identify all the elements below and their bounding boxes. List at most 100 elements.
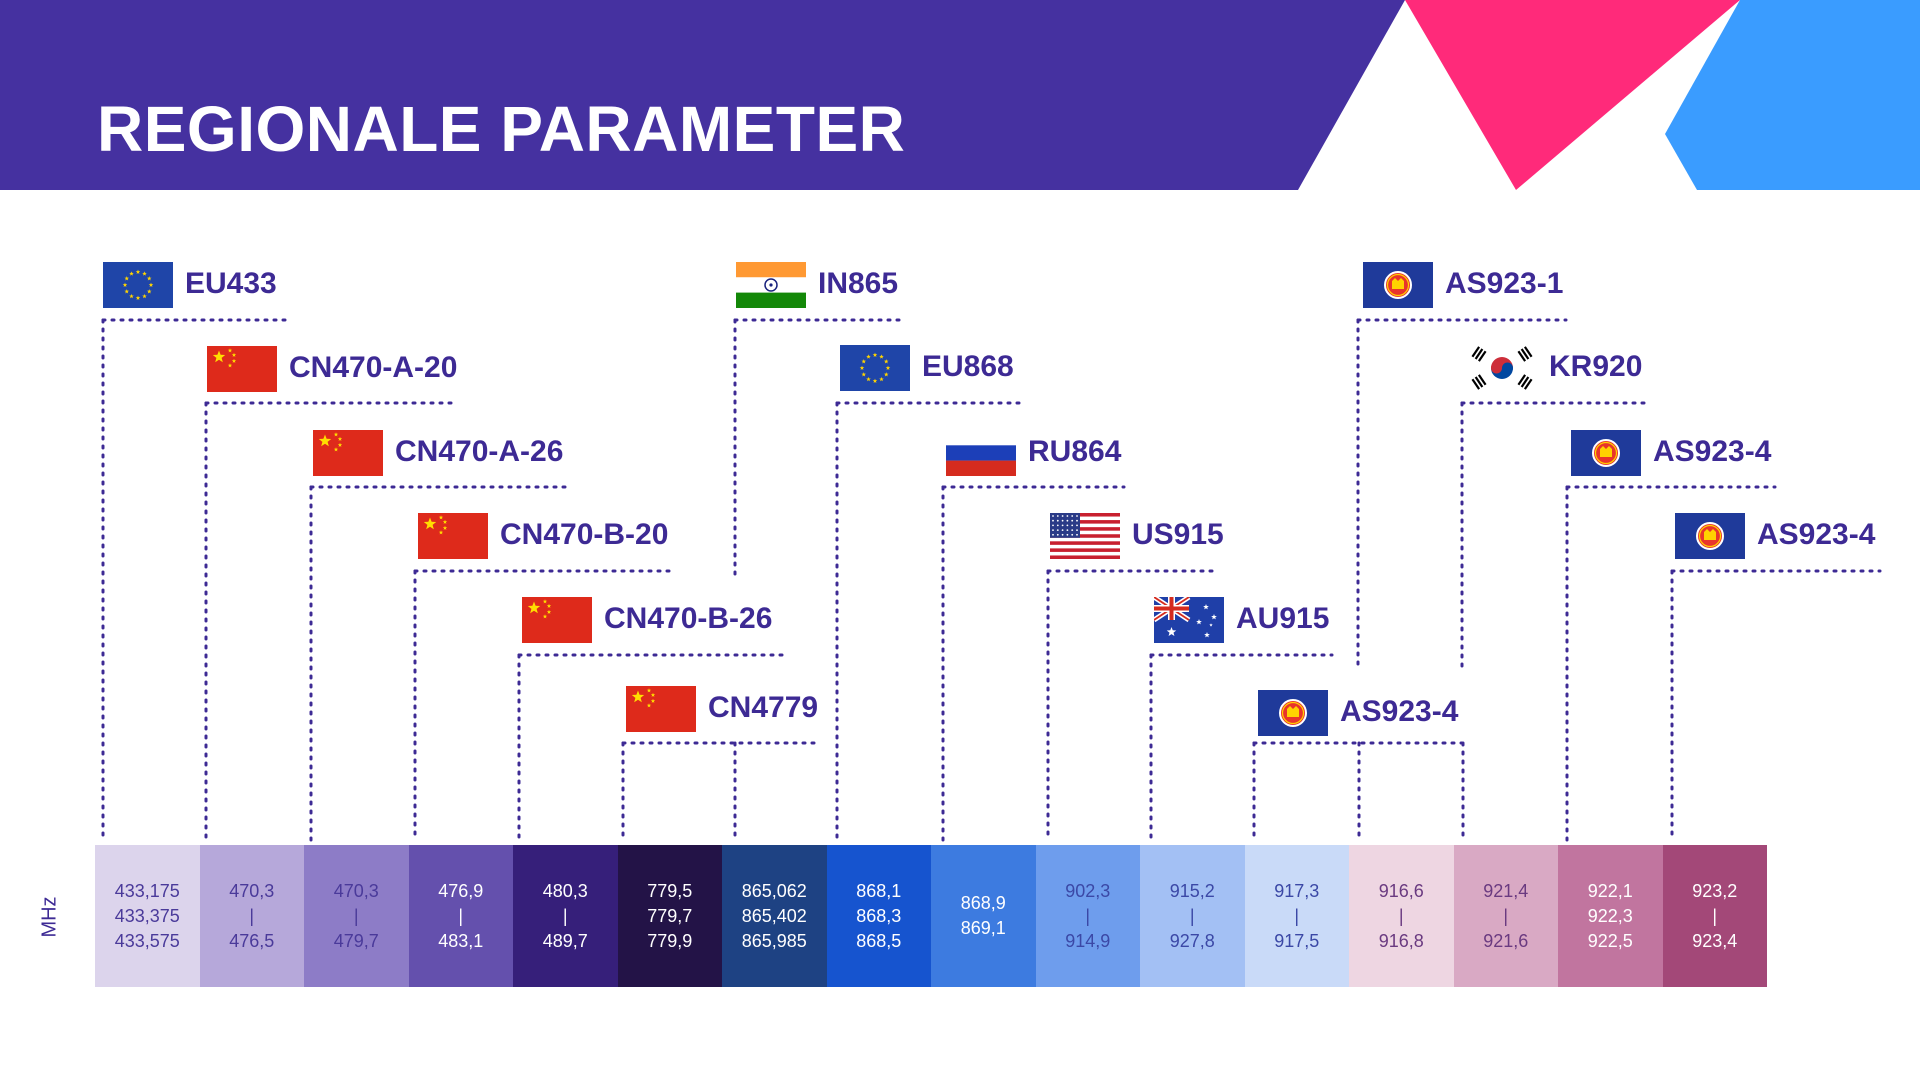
frequency-value: 916,8	[1378, 930, 1424, 951]
frequency-value: 923,2	[1692, 880, 1738, 901]
frequency-value: 914,9	[1065, 930, 1111, 951]
region-label: AU915	[1236, 602, 1330, 635]
range-separator: |	[1189, 905, 1195, 926]
frequency-cell: 915,2 | 927,8	[1140, 845, 1245, 987]
frequency-value: 479,7	[333, 930, 379, 951]
frequency-value: 470,3	[229, 880, 275, 901]
frequency-cell: 923,2 | 923,4	[1662, 845, 1767, 987]
eu-flag-icon	[840, 345, 910, 391]
range-separator: |	[249, 905, 255, 926]
frequency-value: 921,6	[1483, 930, 1529, 951]
china-flag-icon	[418, 513, 488, 559]
usa-flag-icon	[1050, 513, 1120, 559]
china-flag-icon	[522, 597, 592, 643]
asean-flag-icon	[1675, 513, 1745, 559]
frequency-value: 915,2	[1169, 880, 1215, 901]
region-label: US915	[1132, 518, 1224, 551]
eu-flag-icon	[103, 262, 173, 308]
frequency-cell: 902,3 | 914,9	[1035, 845, 1140, 987]
frequency-value: 489,7	[542, 930, 588, 951]
frequency-value: 922,5	[1587, 930, 1633, 951]
range-separator: |	[1503, 905, 1509, 926]
region-label: CN470-A-26	[395, 435, 564, 468]
frequency-cell: 865,062 865,402 865,985	[722, 845, 827, 987]
page-title: REGIONALE PARAMETER	[97, 93, 906, 165]
frequency-cell: 476,9 | 483,1	[408, 845, 513, 987]
frequency-cell: 917,3 | 917,5	[1244, 845, 1349, 987]
frequency-value: 470,3	[333, 880, 379, 901]
range-separator: |	[1294, 905, 1300, 926]
frequency-value: 868,1	[856, 880, 902, 901]
region-label: IN865	[818, 267, 899, 300]
frequency-cell: 470,3 | 479,7	[304, 845, 409, 987]
frequency-value: 917,3	[1274, 880, 1320, 901]
region-label: CN470-B-26	[604, 602, 773, 635]
frequency-value: 865,985	[741, 930, 807, 951]
range-separator: |	[1398, 905, 1404, 926]
frequency-cell: 779,5 779,7 779,9	[617, 845, 722, 987]
frequency-cell: 433,175 433,375 433,575	[95, 845, 200, 987]
south-korea-flag-icon	[1467, 345, 1537, 391]
banner-purple-band	[0, 0, 1405, 190]
frequency-value: 865,062	[741, 880, 807, 901]
frequency-value: 476,5	[229, 930, 275, 951]
frequency-cell: 921,4 | 921,6	[1453, 845, 1558, 987]
region-label: AS923-1	[1445, 267, 1564, 300]
range-separator: |	[458, 905, 464, 926]
frequency-value: 922,1	[1587, 880, 1633, 901]
frequency-value: 779,5	[647, 880, 693, 901]
frequency-cell: 868,1 868,3 868,5	[826, 845, 931, 987]
unit-label: MHz	[38, 896, 61, 938]
frequency-value: 922,3	[1587, 905, 1633, 926]
india-flag-icon	[736, 262, 806, 308]
frequency-cell: 922,1 922,3 922,5	[1558, 845, 1663, 987]
header-banner	[0, 0, 1920, 190]
frequency-cell: 470,3 | 476,5	[199, 845, 304, 987]
region-label: CN470-A-20	[289, 351, 458, 384]
china-flag-icon	[207, 346, 277, 392]
frequency-value: 921,4	[1483, 880, 1529, 901]
frequency-value: 779,9	[647, 930, 693, 951]
china-flag-icon	[626, 686, 696, 732]
range-separator: |	[1712, 905, 1718, 926]
frequency-value: 476,9	[438, 880, 484, 901]
frequency-value: 480,3	[542, 880, 588, 901]
frequency-value: 869,1	[960, 918, 1006, 938]
region-label: AS923-4	[1757, 518, 1876, 551]
frequency-value: 868,3	[856, 905, 902, 926]
russia-flag-icon	[946, 430, 1016, 476]
region-label: CN470-B-20	[500, 518, 669, 551]
frequency-value: 433,175	[114, 880, 180, 901]
banner-blue-shape	[1665, 0, 1920, 190]
asean-flag-icon	[1363, 262, 1433, 308]
region-label: CN4779	[708, 691, 819, 724]
frequency-cell: 916,6 | 916,8	[1349, 845, 1454, 987]
banner-pink-triangle	[1405, 0, 1740, 190]
frequency-value: 779,7	[647, 905, 693, 926]
frequency-bar: 433,175 433,375 433,575 470,3 | 476,5 470,3 | 47…	[95, 845, 1767, 987]
frequency-value: 865,402	[741, 905, 807, 926]
range-separator: |	[353, 905, 359, 926]
frequency-value: 916,6	[1378, 880, 1424, 901]
range-separator: |	[1085, 905, 1091, 926]
region-label: EU433	[185, 267, 277, 300]
frequency-cell: 868,9 869,1	[931, 845, 1036, 987]
frequency-value: 917,5	[1274, 930, 1320, 951]
frequency-value: 927,8	[1169, 930, 1215, 951]
asean-flag-icon	[1571, 430, 1641, 476]
frequency-value: 433,575	[114, 930, 180, 951]
frequency-value: 483,1	[438, 930, 484, 951]
frequency-value: 923,4	[1692, 930, 1738, 951]
frequency-value: 868,5	[856, 930, 902, 951]
frequency-value: 902,3	[1065, 880, 1111, 901]
region-label: AS923-4	[1653, 435, 1772, 468]
australia-flag-icon	[1154, 597, 1224, 643]
frequency-value: 433,375	[114, 905, 180, 926]
frequency-cell: 480,3 | 489,7	[513, 845, 618, 987]
range-separator: |	[562, 905, 568, 926]
region-label: KR920	[1549, 350, 1643, 383]
china-flag-icon	[313, 430, 383, 476]
region-label: AS923-4	[1340, 695, 1459, 728]
asean-flag-icon	[1258, 690, 1328, 736]
region-label: EU868	[922, 350, 1014, 383]
